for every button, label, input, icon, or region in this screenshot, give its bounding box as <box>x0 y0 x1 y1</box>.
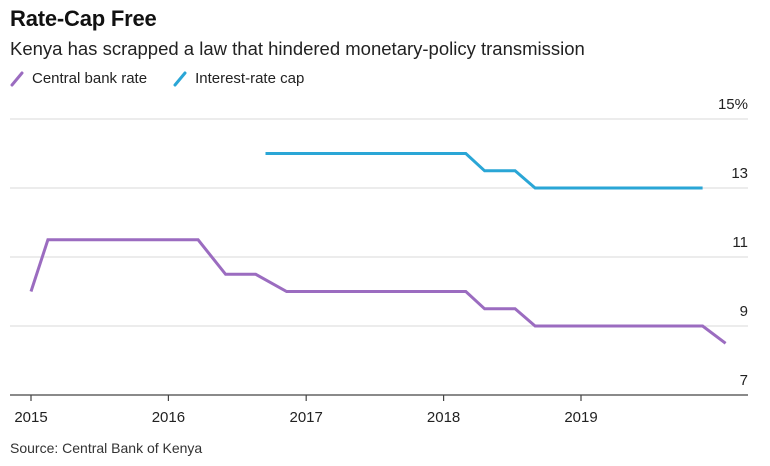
y-tick-label-11: 11 <box>732 234 748 251</box>
chart-title: Rate-Cap Free <box>10 6 157 31</box>
y-tick-label-9: 9 <box>740 303 748 320</box>
legend-label-interest-rate-cap: Interest-rate cap <box>195 70 305 87</box>
x-tick-label-2019: 2019 <box>564 409 597 426</box>
legend-swatch-interest-rate-cap <box>173 71 187 87</box>
series-line-central-bank-rate <box>29 238 727 345</box>
source-note: Source: Central Bank of Kenya <box>10 440 203 456</box>
y-tick-label-15: 15% <box>718 96 748 113</box>
series-line-interest-rate-cap <box>265 152 703 190</box>
y-tick-label-7: 7 <box>740 372 748 389</box>
chart-subtitle: Kenya has scrapped a law that hindered m… <box>10 38 585 59</box>
x-tick-label-2016: 2016 <box>152 409 185 426</box>
legend-item-central-bank-rate: Central bank rate <box>10 70 147 87</box>
legend-swatch-central-bank-rate <box>10 71 24 87</box>
x-tick-label-2015: 2015 <box>14 409 47 426</box>
legend: Central bank rate Interest-rate cap <box>10 70 330 87</box>
x-tick-label-2017: 2017 <box>290 409 323 426</box>
x-tick-label-2018: 2018 <box>427 409 460 426</box>
legend-label-central-bank-rate: Central bank rate <box>32 70 148 87</box>
y-tick-label-13: 13 <box>731 165 748 182</box>
legend-item-interest-rate-cap: Interest-rate cap <box>173 70 304 87</box>
